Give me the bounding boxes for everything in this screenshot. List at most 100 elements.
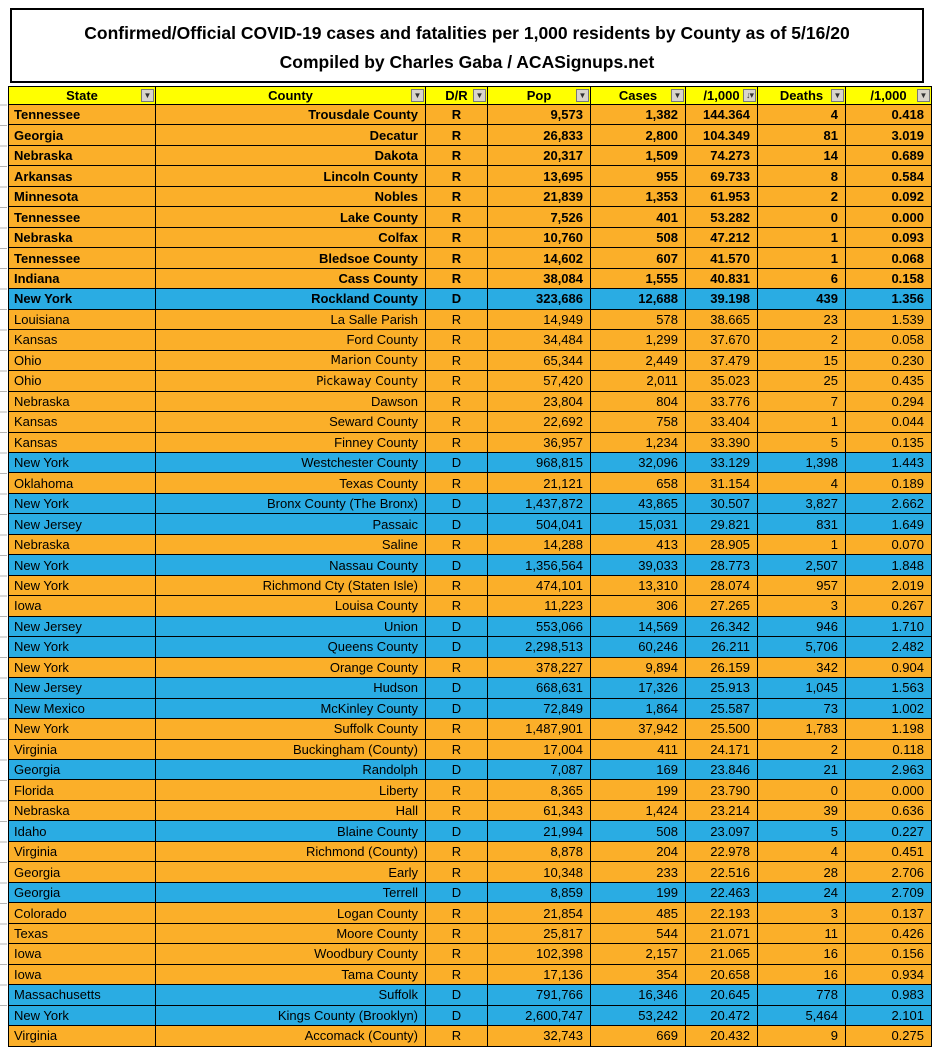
cell-dper1000[interactable]: 2.101 [845,1004,932,1027]
cell-cases[interactable]: 13,310 [590,574,686,597]
cell-dr[interactable]: D [425,492,488,515]
cell-deaths[interactable]: 3 [757,595,846,617]
cell-cases[interactable]: 1,234 [590,431,686,453]
cell-dr[interactable]: R [425,431,488,453]
cell-state[interactable]: Iowa [8,595,156,617]
cell-per1000[interactable]: 26.211 [685,636,758,658]
cell-per1000[interactable]: 33.404 [685,411,758,433]
cell-dr[interactable]: D [425,451,488,474]
cell-pop[interactable]: 102,398 [487,943,591,965]
cell-per1000[interactable]: 29.821 [685,513,758,535]
cell-deaths[interactable]: 16 [757,943,846,965]
cell-pop[interactable]: 11,223 [487,595,591,617]
cell-state[interactable]: Georgia [8,758,156,781]
cell-deaths[interactable]: 5 [757,820,846,842]
cell-per1000[interactable]: 25.913 [685,677,758,699]
cell-state[interactable]: Virginia [8,840,156,863]
cell-state[interactable]: Nebraska [8,533,156,556]
cell-cases[interactable]: 1,424 [590,799,686,822]
cell-deaths[interactable]: 1 [757,247,846,269]
cell-dper1000[interactable]: 2.662 [845,492,932,515]
cell-per1000[interactable]: 74.273 [685,144,758,167]
cell-pop[interactable]: 72,849 [487,697,591,720]
filter-dropdown-icon[interactable]: ▼ [141,89,154,102]
cell-deaths[interactable]: 5 [757,431,846,453]
cell-per1000[interactable]: 20.432 [685,1025,758,1047]
cell-pop[interactable]: 8,859 [487,881,591,904]
cell-cases[interactable]: 14,569 [590,615,686,638]
cell-dr[interactable]: R [425,349,488,372]
cell-dper1000[interactable]: 1.002 [845,697,932,720]
cell-dr[interactable]: R [425,329,488,351]
cell-state[interactable]: Kansas [8,411,156,433]
cell-dper1000[interactable]: 0.418 [845,103,932,126]
cell-per1000[interactable]: 61.953 [685,185,758,208]
cell-dr[interactable]: R [425,533,488,556]
cell-state[interactable]: Georgia [8,861,156,883]
cell-per1000[interactable]: 31.154 [685,472,758,494]
cell-pop[interactable]: 17,004 [487,738,591,761]
cell-county[interactable]: Passaic [155,513,426,535]
cell-per1000[interactable]: 28.074 [685,574,758,597]
cell-dper1000[interactable]: 0.092 [845,185,932,208]
cell-per1000[interactable]: 22.516 [685,861,758,883]
cell-dr[interactable]: R [425,574,488,597]
cell-cases[interactable]: 2,011 [590,370,686,392]
cell-cases[interactable]: 169 [590,758,686,781]
cell-state[interactable]: Kansas [8,431,156,453]
cell-county[interactable]: McKinley County [155,697,426,720]
cell-dr[interactable]: D [425,677,488,699]
cell-county[interactable]: Marion County [155,349,426,372]
filter-dropdown-icon[interactable]: ▼ [917,89,930,102]
cell-dper1000[interactable]: 0.435 [845,370,932,392]
cell-pop[interactable]: 323,686 [487,288,591,310]
cell-pop[interactable]: 21,839 [487,185,591,208]
cell-cases[interactable]: 1,353 [590,185,686,208]
cell-per1000[interactable]: 104.349 [685,124,758,146]
cell-dr[interactable]: R [425,124,488,146]
cell-state[interactable]: Massachusetts [8,984,156,1006]
cell-county[interactable]: Logan County [155,902,426,924]
cell-dr[interactable]: R [425,472,488,494]
cell-cases[interactable]: 17,326 [590,677,686,699]
cell-deaths[interactable]: 2 [757,185,846,208]
cell-per1000[interactable]: 20.472 [685,1004,758,1027]
cell-county[interactable]: Richmond Cty (Staten Isle) [155,574,426,597]
cell-county[interactable]: Accomack (County) [155,1025,426,1047]
cell-pop[interactable]: 10,348 [487,861,591,883]
cell-deaths[interactable]: 831 [757,513,846,535]
cell-pop[interactable]: 14,949 [487,308,591,331]
cell-deaths[interactable]: 5,706 [757,636,846,658]
cell-state[interactable]: New York [8,574,156,597]
cell-county[interactable]: Orange County [155,656,426,679]
cell-cases[interactable]: 2,157 [590,943,686,965]
cell-cases[interactable]: 411 [590,738,686,761]
cell-state[interactable]: Kansas [8,329,156,351]
cell-dr[interactable]: R [425,902,488,924]
cell-deaths[interactable]: 73 [757,697,846,720]
cell-deaths[interactable]: 3 [757,902,846,924]
cell-pop[interactable]: 13,695 [487,165,591,187]
cell-county[interactable]: Dawson [155,390,426,413]
cell-cases[interactable]: 15,031 [590,513,686,535]
cell-dr[interactable]: R [425,595,488,617]
cell-cases[interactable]: 2,800 [590,124,686,146]
cell-pop[interactable]: 8,365 [487,779,591,801]
cell-county[interactable]: Terrell [155,881,426,904]
cell-state[interactable]: New York [8,554,156,576]
cell-pop[interactable]: 65,344 [487,349,591,372]
cell-cases[interactable]: 413 [590,533,686,556]
cell-pop[interactable]: 32,743 [487,1025,591,1047]
cell-state[interactable]: New York [8,288,156,310]
cell-state[interactable]: New York [8,718,156,740]
cell-dr[interactable]: D [425,288,488,310]
cell-pop[interactable]: 36,957 [487,431,591,453]
cell-per1000[interactable]: 20.645 [685,984,758,1006]
cell-dr[interactable]: D [425,984,488,1006]
cell-dper1000[interactable]: 0.904 [845,656,932,679]
cell-cases[interactable]: 955 [590,165,686,187]
cell-pop[interactable]: 21,121 [487,472,591,494]
cell-dr[interactable]: R [425,185,488,208]
cell-per1000[interactable]: 37.479 [685,349,758,372]
cell-deaths[interactable]: 8 [757,165,846,187]
